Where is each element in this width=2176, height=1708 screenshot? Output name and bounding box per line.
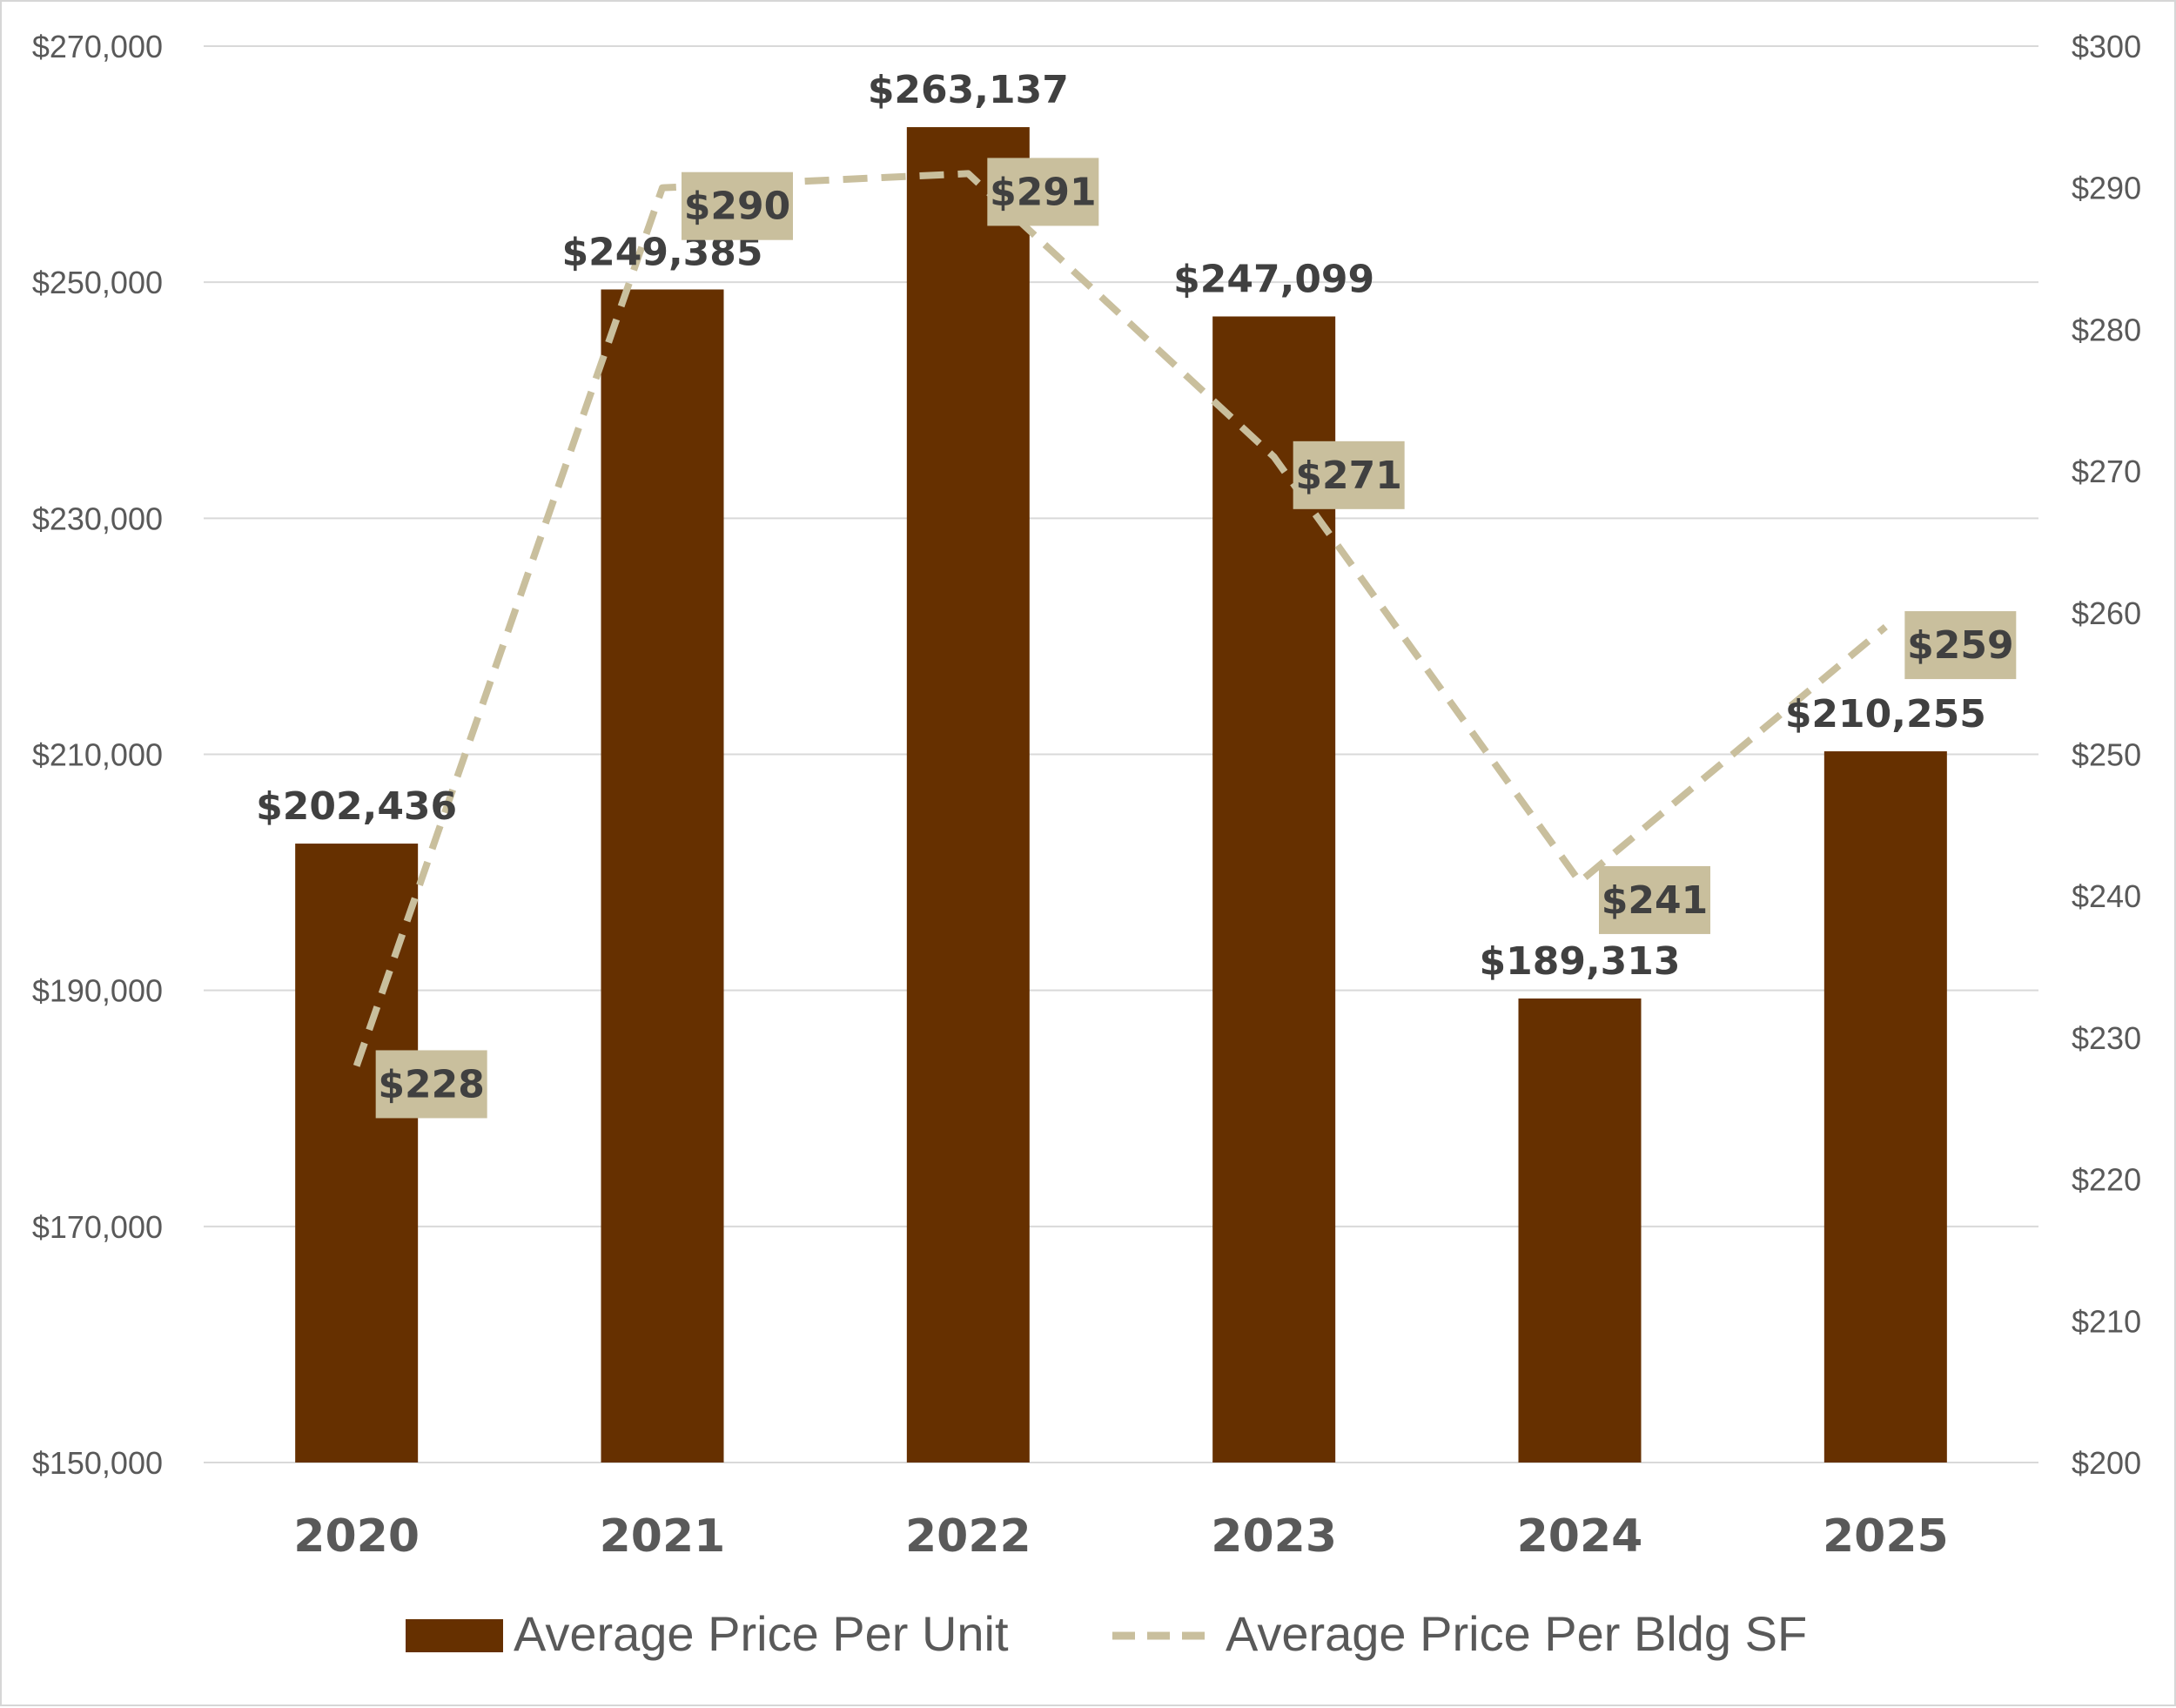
- line-data-label: $271: [1295, 454, 1401, 498]
- right-axis-tick-label: $300: [2072, 29, 2141, 64]
- right-axis-tick-label: $260: [2072, 595, 2141, 631]
- bar: [601, 289, 724, 1463]
- bar-data-label: $210,255: [1785, 692, 1986, 736]
- line-data-label: $291: [990, 170, 1096, 214]
- left-axis-tick-label: $250,000: [32, 265, 163, 300]
- right-axis: $200 $210 $220 $230 $240 $250 $260 $270 $280 $290…: [2072, 29, 2141, 1481]
- line-data-label: $290: [684, 185, 790, 229]
- category-label: 2023: [1211, 1510, 1337, 1563]
- line-data-label-box: [375, 1050, 487, 1119]
- left-axis-tick-label: $230,000: [32, 501, 163, 536]
- line-data-label-box: [1904, 611, 2017, 680]
- line-data-label-box: [1293, 440, 1405, 509]
- bar: [906, 127, 1030, 1463]
- line-data-label: $228: [378, 1062, 484, 1106]
- left-axis: $150,000 $170,000 $190,000 $210,000 $230,000…: [32, 29, 163, 1481]
- right-axis-tick-label: $290: [2072, 171, 2141, 206]
- bar-data-label: $247,099: [1173, 257, 1374, 301]
- bar: [1518, 998, 1642, 1463]
- bar-series: [295, 127, 1947, 1463]
- right-axis-tick-label: $210: [2072, 1303, 2141, 1339]
- legend-label-bar: Average Price Per Unit: [514, 1606, 1009, 1661]
- bar-data-label: $189,313: [1479, 939, 1680, 984]
- right-axis-tick-label: $200: [2072, 1445, 2141, 1481]
- left-axis-tick-label: $170,000: [32, 1209, 163, 1245]
- bar-data-labels: $202,436$249,385$263,137$247,099$189,313…: [256, 68, 1986, 984]
- legend-label-line: Average Price Per Bldg SF: [1226, 1606, 1807, 1661]
- legend: Average Price Per Unit Average Price Per …: [406, 1606, 1807, 1661]
- line-data-label-box: [1599, 865, 1710, 934]
- line-series: [353, 170, 1888, 1067]
- right-axis-tick-label: $280: [2072, 312, 2141, 347]
- left-axis-tick-label: $150,000: [32, 1445, 163, 1481]
- right-axis-tick-label: $250: [2072, 737, 2141, 773]
- right-axis-tick-label: $220: [2072, 1162, 2141, 1198]
- right-axis-tick-label: $270: [2072, 454, 2141, 489]
- category-label: 2021: [600, 1510, 726, 1563]
- line-data-labels: $228 $290 $291 $271 $241 $259: [375, 158, 2017, 1119]
- bar-data-label: $202,436: [256, 784, 457, 829]
- line-data-label: $259: [1907, 623, 2013, 668]
- category-label: 2020: [293, 1510, 420, 1563]
- right-axis-tick-label: $230: [2072, 1020, 2141, 1056]
- line-data-label: $241: [1602, 878, 1708, 923]
- line-data-label-box: [682, 171, 793, 240]
- line-data-label-box: [987, 158, 1099, 226]
- left-axis-tick-label: $210,000: [32, 737, 163, 773]
- gridlines: [204, 45, 2038, 1463]
- x-axis-categories: 2020 2021 2022 2023 2024 2025: [293, 1510, 1948, 1563]
- category-label: 2022: [905, 1510, 1031, 1563]
- line-series-path: [353, 170, 1888, 1067]
- bar-data-label: $263,137: [868, 68, 1069, 112]
- right-axis-tick-label: $240: [2072, 878, 2141, 914]
- category-label: 2025: [1823, 1510, 1949, 1563]
- category-label: 2024: [1517, 1510, 1643, 1563]
- left-axis-tick-label: $190,000: [32, 973, 163, 1009]
- bar: [1823, 751, 1947, 1463]
- left-axis-tick-label: $270,000: [32, 29, 163, 64]
- legend-swatch-bar: [406, 1619, 503, 1652]
